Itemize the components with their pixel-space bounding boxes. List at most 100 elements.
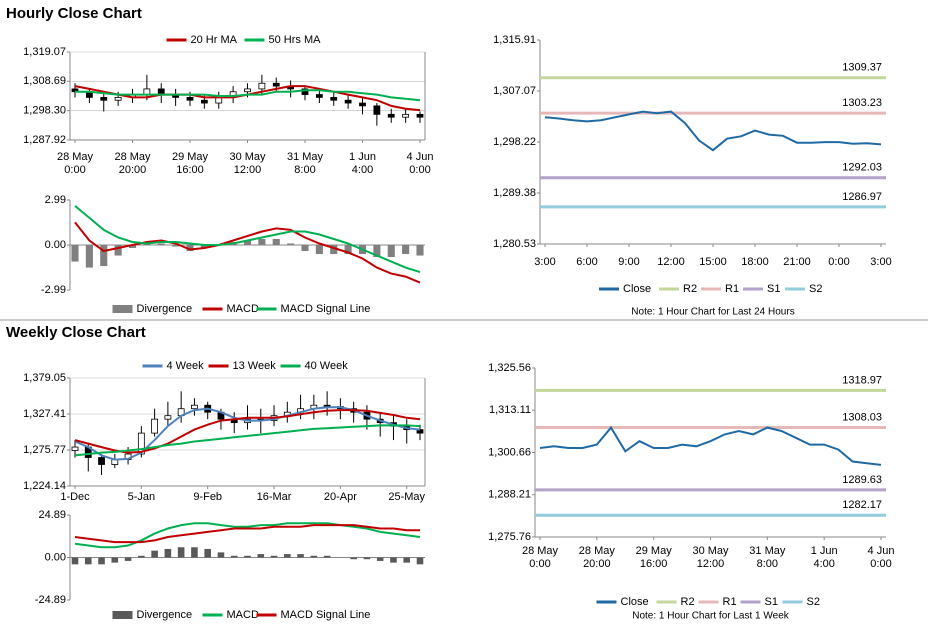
legend-label: R2 [681,596,695,608]
candle-body [164,415,172,420]
bar [177,547,185,558]
x-tick-label: 18:00 [741,256,769,268]
x-tick-label: 25-May [388,491,425,503]
candle-body [330,96,338,101]
x-tick-label: 0:00 [828,256,849,268]
candle-body [151,418,159,434]
level-label: 1309.37 [842,62,882,74]
candle-body [186,96,194,101]
legend-label: R1 [723,596,737,608]
legend-label: Divergence [137,303,193,315]
y-tick-label: 1,300.66 [488,446,531,458]
bar [71,245,79,262]
bar [243,240,252,245]
series-line [544,110,882,152]
y-tick-label: 1,313.11 [489,404,531,416]
y-tick-label: 1,224.14 [23,480,66,492]
y-tick-label: 1,280.53 [493,238,536,250]
y-tick-label: 1,308.69 [23,75,66,87]
series-line [74,522,421,549]
x-tick-label: 0:00 [64,164,85,176]
y-tick-label: 1,298.22 [493,136,536,148]
level-label: 1292.03 [842,162,882,174]
series-line [539,425,882,466]
x-tick-label: 16:00 [176,164,204,176]
bar [71,557,79,565]
candle-body [359,102,366,107]
bar [403,557,411,563]
legend-label: MACD Signal Line [281,303,371,315]
legend-label: R1 [725,283,739,295]
x-tick-label: 16-Mar [257,491,292,503]
x-tick-label: 30 May [692,545,729,557]
x-tick-label: 12:00 [657,256,685,268]
x-tick-label: 31 May [287,151,324,163]
legend-label: R2 [683,283,697,295]
bar [416,245,424,256]
level-label: 1308.03 [842,411,882,423]
x-tick-label: 15:00 [699,256,727,268]
y-tick-label: 1,298.30 [23,105,66,117]
legend-label: 13 Week [233,360,277,372]
x-tick-label: 12:00 [697,558,725,570]
candle-body [200,99,208,104]
y-tick-label: 1,288.21 [488,489,531,501]
bar [204,548,211,558]
series-line [74,406,421,461]
x-tick-label: 4 Jun [868,545,895,557]
x-tick-label: 16:00 [640,558,668,570]
bar [272,238,280,245]
candle-body [373,105,381,115]
level-label: 1303.23 [842,97,882,109]
legend-label: MACD Signal Line [281,609,371,621]
bar [151,550,158,558]
bar [257,554,265,558]
y-tick-label: 1,325.56 [488,362,531,374]
level-label: 1286.97 [842,191,882,203]
x-tick-label: 4:00 [813,558,834,570]
y-tick-label: 1,319.07 [23,46,66,58]
legend-label: 4 Week [167,360,205,372]
bar [128,245,137,249]
bar [230,555,238,558]
series-line [74,409,421,454]
x-tick-label: 28 May [114,151,151,163]
level-label: 1289.63 [842,474,882,486]
x-tick-label: 4:00 [352,164,373,176]
candle-body [416,429,424,434]
y-tick-label: 1,275.77 [23,444,66,456]
bar [390,557,397,563]
x-tick-label: 0:00 [870,558,891,570]
y-tick-label: 1,327.41 [23,408,66,420]
x-tick-label: 4 Jun [407,151,434,163]
x-tick-label: 20:00 [119,164,147,176]
bar [373,245,381,258]
bar [138,555,145,558]
bar [172,245,180,247]
legend-label: S2 [807,596,820,608]
x-tick-label: 6:00 [576,256,597,268]
series-line [74,424,421,457]
x-tick-label: 28 May [522,545,559,557]
candle-body [114,96,122,101]
bar [200,245,208,249]
bar [376,557,384,561]
bar [84,557,92,565]
bar [124,557,132,561]
bar [186,245,194,252]
x-tick-label: 30 May [229,151,266,163]
candle-body [100,96,108,101]
legend-label: S1 [765,596,778,608]
bar [191,547,198,558]
candle-body [387,113,395,118]
bar [98,557,105,565]
x-tick-label: 3:00 [534,256,555,268]
bar [350,557,357,560]
x-tick-label: 9:00 [618,256,639,268]
candle-body [315,94,323,98]
bar [244,555,251,558]
bar [164,548,172,558]
bar [85,245,93,268]
y-tick-label: 0.00 [45,239,66,251]
